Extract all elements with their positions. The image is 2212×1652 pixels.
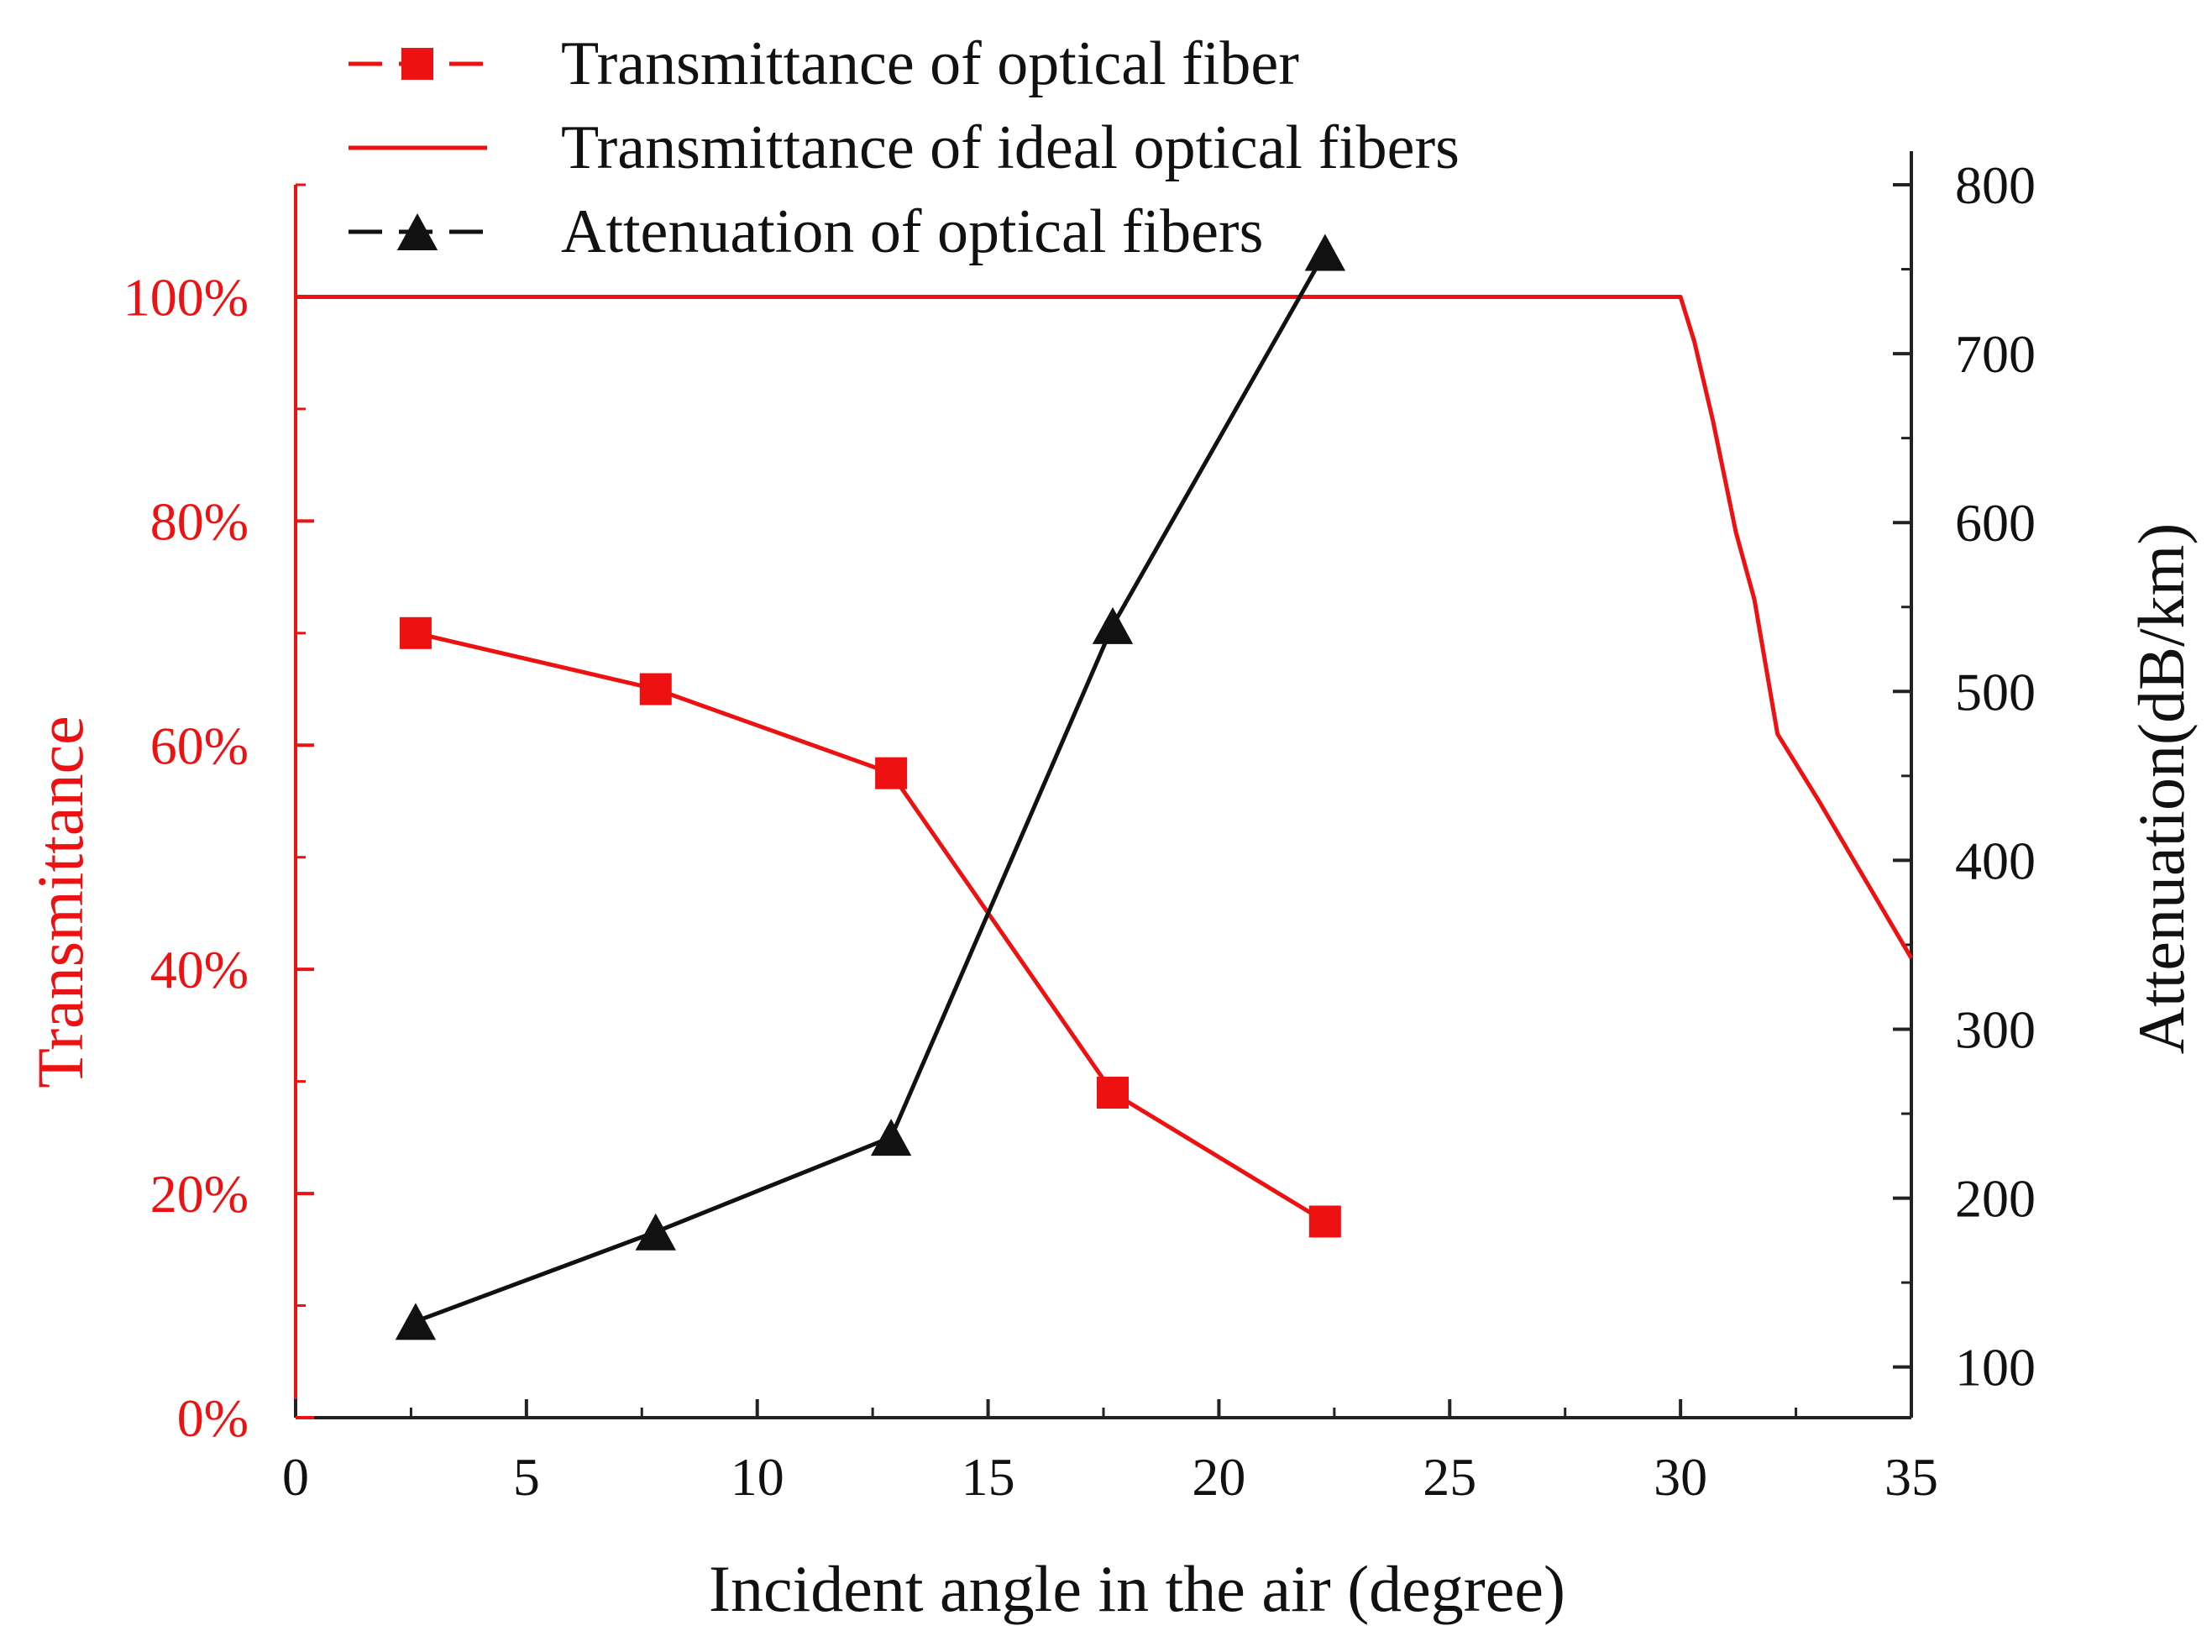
series-line-attenuation bbox=[415, 251, 1328, 1324]
data-point-square bbox=[639, 673, 672, 705]
y-left-tick-label: 80% bbox=[150, 491, 249, 551]
y-left-axis-title: Transmittance bbox=[24, 716, 97, 1088]
y-right-tick-label: 300 bbox=[1955, 999, 2036, 1059]
data-point-square bbox=[399, 616, 432, 649]
x-tick-label: 10 bbox=[731, 1447, 784, 1507]
y-right-axis-title: Attenuation(dB/km) bbox=[2125, 523, 2198, 1055]
y-left-tick-label: 100% bbox=[123, 267, 249, 327]
data-point-triangle bbox=[395, 1303, 437, 1340]
legend-square-marker bbox=[401, 48, 433, 80]
legend-triangle-marker bbox=[396, 213, 438, 250]
legend-entry-attenuation: Attenuation of optical fibers bbox=[349, 197, 1263, 266]
data-point-triangle bbox=[635, 1213, 676, 1251]
legend-label-ideal-fiber: Transmittance of ideal optical fibers bbox=[561, 113, 1460, 182]
data-point-square bbox=[1308, 1205, 1341, 1238]
legend: Transmittance of optical fiber Transmitt… bbox=[349, 29, 1460, 266]
legend-entry-ideal-fiber: Transmittance of ideal optical fibers bbox=[349, 113, 1460, 182]
y-left-tick-label: 0% bbox=[177, 1388, 249, 1448]
x-tick-label: 25 bbox=[1423, 1447, 1476, 1507]
x-tick-label: 30 bbox=[1654, 1447, 1707, 1507]
x-tick-label: 15 bbox=[962, 1447, 1015, 1507]
y-left-tick-label: 20% bbox=[150, 1164, 249, 1224]
y-right-tick-label: 500 bbox=[1955, 662, 2036, 721]
y-left-tick-label: 40% bbox=[150, 940, 249, 999]
series-line-optical-fiber bbox=[415, 631, 1327, 1224]
y-right-tick-label: 100 bbox=[1955, 1338, 2036, 1398]
data-point-square bbox=[875, 757, 908, 789]
x-tick-label: 35 bbox=[1884, 1447, 1938, 1507]
x-tick-label: 20 bbox=[1192, 1447, 1245, 1507]
y-right-tick-label: 600 bbox=[1955, 493, 2036, 553]
x-tick-label: 5 bbox=[513, 1447, 540, 1507]
axes-layer: 0 5 10 15 20 25 30 35 0% 20% 40% 60% 80% 100% 100 200 30… bbox=[123, 151, 2036, 1507]
y-left-tick-label: 60% bbox=[150, 716, 249, 775]
legend-label-attenuation: Attenuation of optical fibers bbox=[561, 197, 1263, 266]
data-point-triangle bbox=[870, 1119, 912, 1156]
y-right-tick-label: 400 bbox=[1955, 831, 2036, 890]
series-layer bbox=[296, 233, 1914, 1340]
data-point-triangle bbox=[1304, 233, 1346, 271]
x-axis-title: Incident angle in the air (degree) bbox=[709, 1552, 1565, 1625]
data-point-triangle bbox=[1092, 606, 1134, 644]
y-right-tick-label: 700 bbox=[1955, 324, 2036, 384]
legend-entry-optical-fiber: Transmittance of optical fiber bbox=[349, 29, 1299, 98]
y-right-tick-label: 800 bbox=[1955, 155, 2036, 215]
data-point-square bbox=[1096, 1076, 1129, 1109]
x-tick-label: 0 bbox=[282, 1447, 309, 1507]
series-line-ideal-fiber bbox=[296, 295, 1914, 960]
legend-label-optical-fiber: Transmittance of optical fiber bbox=[561, 29, 1299, 98]
y-right-tick-label: 200 bbox=[1955, 1169, 2036, 1229]
